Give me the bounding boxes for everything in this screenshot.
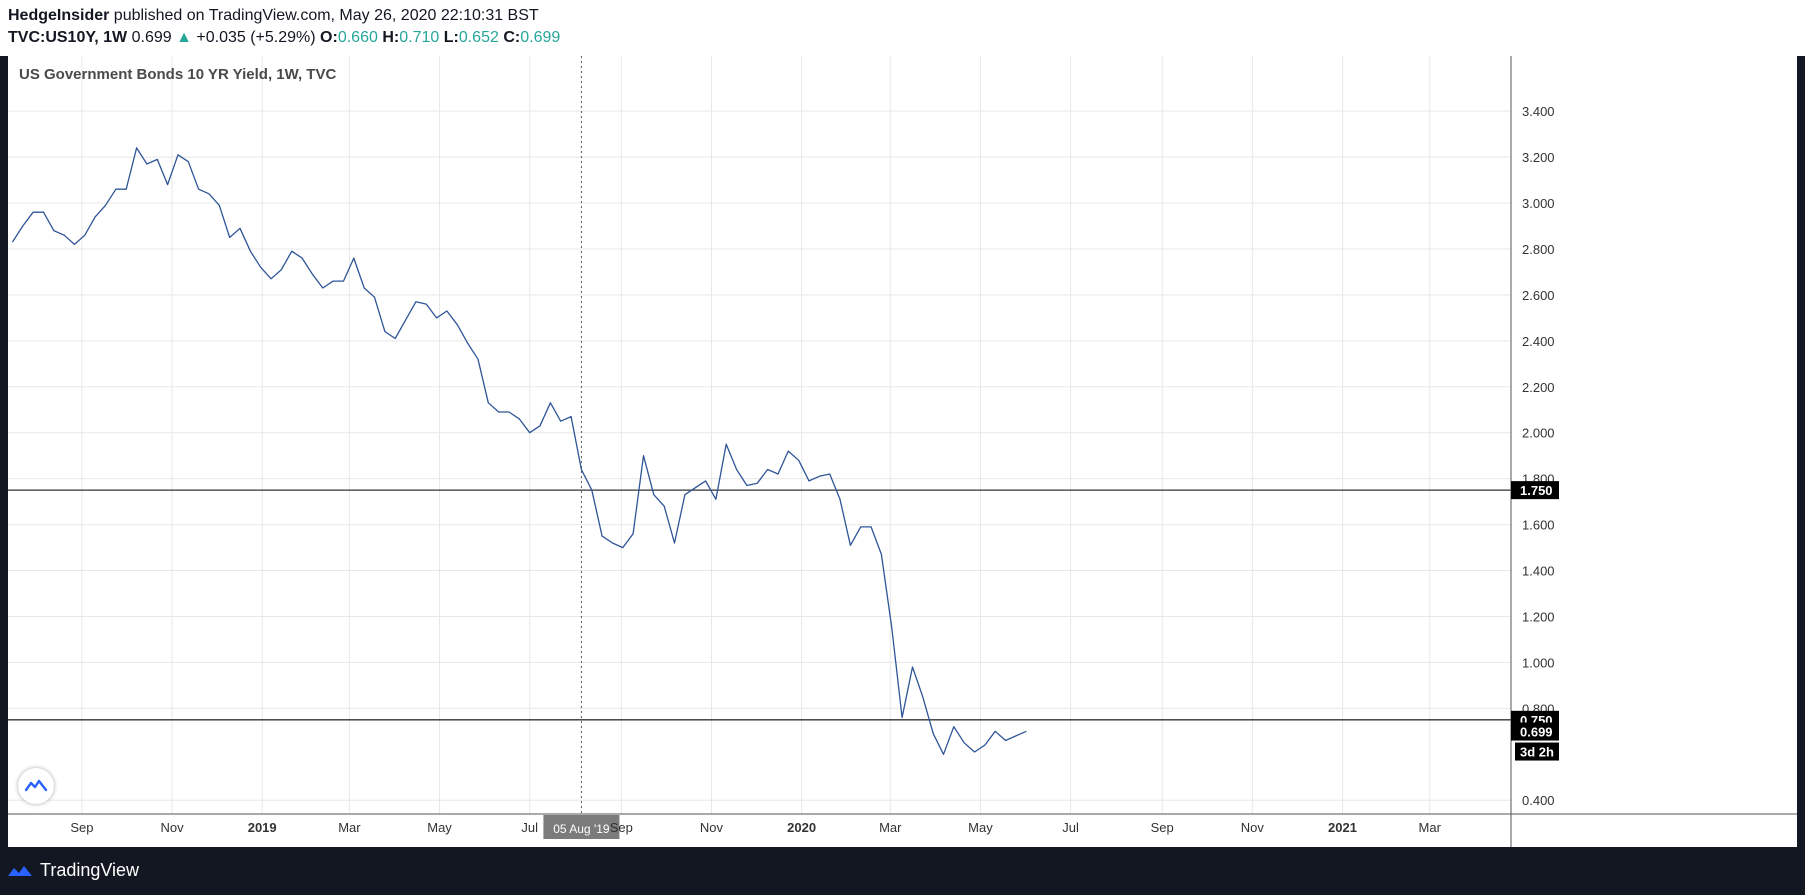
low-label: L: bbox=[443, 29, 459, 46]
high-value: 0.710 bbox=[399, 29, 440, 46]
y-tick-label: 1.200 bbox=[1522, 609, 1555, 624]
horizontal-levels bbox=[8, 489, 1511, 721]
x-tick-label: Sep bbox=[70, 820, 93, 835]
level-label: 1.750 bbox=[1520, 483, 1553, 498]
y-tick-label: 1.000 bbox=[1522, 655, 1555, 670]
price-change: +0.035 (+5.29%) bbox=[196, 29, 316, 46]
y-tick-label: 3.200 bbox=[1522, 150, 1555, 165]
publish-text: published on TradingView.com, May 26, 20… bbox=[109, 7, 539, 24]
grid bbox=[8, 56, 1511, 814]
open-value: 0.660 bbox=[337, 29, 378, 46]
crosshair-date-label: 05 Aug '19 bbox=[553, 822, 610, 836]
tradingview-logo-icon bbox=[8, 866, 32, 876]
y-tick-label: 1.600 bbox=[1522, 518, 1555, 533]
x-tick-label: Jul bbox=[1062, 820, 1079, 835]
x-tick-label: Mar bbox=[879, 820, 902, 835]
footer-brand[interactable]: TradingView bbox=[40, 860, 140, 880]
y-tick-label: 2.400 bbox=[1522, 334, 1555, 349]
open-label: O: bbox=[320, 29, 338, 46]
y-tick-label: 2.800 bbox=[1522, 242, 1555, 257]
x-tick-label: Nov bbox=[700, 820, 724, 835]
y-tick-label: 2.600 bbox=[1522, 288, 1555, 303]
x-tick-label: Sep bbox=[1151, 820, 1174, 835]
series-layer bbox=[11, 147, 1027, 755]
tradingview-cloud-icon bbox=[24, 779, 48, 792]
close-value: 0.699 bbox=[520, 29, 561, 46]
close-label: C: bbox=[503, 29, 521, 46]
y-tick-label: 0.400 bbox=[1522, 793, 1555, 808]
crosshair-date-tag bbox=[543, 815, 620, 839]
up-arrow-icon: ▲ bbox=[176, 29, 192, 46]
last-price: 0.699 bbox=[131, 29, 172, 46]
y-tick-label: 3.400 bbox=[1522, 104, 1555, 119]
x-tick-label: Mar bbox=[338, 820, 361, 835]
chart-title: US Government Bonds 10 YR Yield, 1W, TVC bbox=[19, 66, 337, 83]
high-label: H: bbox=[382, 29, 400, 46]
yield-series-line bbox=[11, 147, 1027, 755]
yield-chart[interactable]: 05 Aug '19 3.400 3.200 3.000 2.800 2.600 2.40… bbox=[8, 56, 1797, 847]
x-tick-label: Jul bbox=[521, 820, 538, 835]
publish-info: HedgeInsider published on TradingView.co… bbox=[8, 7, 539, 25]
countdown-label: 3d 2h bbox=[1520, 745, 1554, 760]
tradingview-badge[interactable] bbox=[18, 768, 54, 804]
countdown-bg bbox=[1515, 742, 1559, 761]
chart-pane[interactable]: 05 Aug '19 3.400 3.200 3.000 2.800 2.600 2.40… bbox=[8, 56, 1797, 847]
last-value-bg bbox=[1511, 722, 1559, 741]
y-tick-label: 1.400 bbox=[1522, 564, 1555, 579]
x-tick-label: 2019 bbox=[248, 820, 277, 835]
x-tick-label: 2020 bbox=[787, 820, 816, 835]
symbol-name[interactable]: TVC:US10Y bbox=[8, 29, 95, 46]
x-tick-label: Nov bbox=[160, 820, 184, 835]
level-label-bg bbox=[1511, 481, 1559, 500]
x-tick-label: Mar bbox=[1419, 820, 1442, 835]
x-tick-label: Nov bbox=[1241, 820, 1265, 835]
y-tick-label: 3.000 bbox=[1522, 196, 1555, 211]
y-tick-label: 2.200 bbox=[1522, 380, 1555, 395]
x-tick-label: May bbox=[427, 820, 452, 835]
last-value-label: 0.699 bbox=[1520, 725, 1553, 740]
footer-bar: TradingView bbox=[0, 847, 1805, 895]
low-value: 0.652 bbox=[458, 29, 499, 46]
crosshair: 05 Aug '19 bbox=[543, 56, 620, 839]
x-tick-label: May bbox=[968, 820, 993, 835]
author-name[interactable]: HedgeInsider bbox=[8, 7, 110, 24]
interval-label: 1W bbox=[103, 29, 128, 46]
x-tick-label: Sep bbox=[610, 820, 633, 835]
symbol-legend: TVC:US10Y, 1W 0.699 ▲ +0.035 (+5.29%) O:… bbox=[8, 29, 561, 46]
publish-header: HedgeInsider published on TradingView.co… bbox=[0, 0, 1805, 56]
x-tick-label: 2021 bbox=[1328, 820, 1357, 835]
y-tick-label: 2.000 bbox=[1522, 426, 1555, 441]
axes: 3.400 3.200 3.000 2.800 2.600 2.400 2.200 2.000… bbox=[8, 56, 1797, 847]
